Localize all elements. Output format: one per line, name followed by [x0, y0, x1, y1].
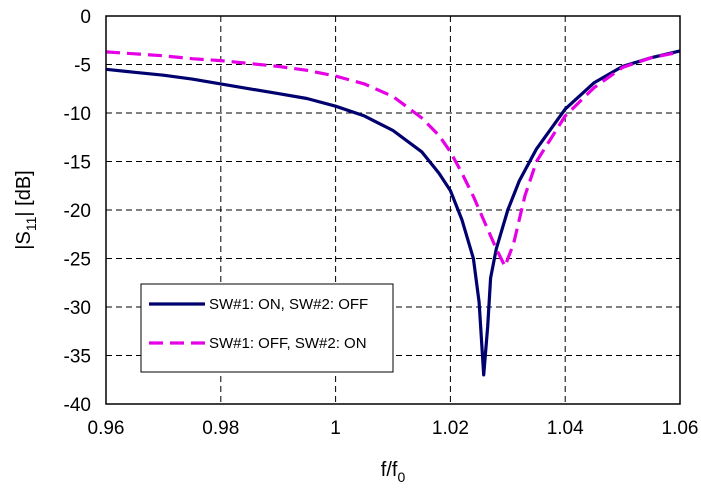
y-tick-label: -10 — [64, 104, 91, 125]
x-tick-label: 1.06 — [662, 418, 699, 439]
y-tick-label: -35 — [64, 347, 91, 368]
y-tick-label: -40 — [64, 395, 91, 416]
y-tick-label: -5 — [74, 56, 91, 77]
legend-label-sw2-on: SW#1: OFF, SW#2: ON — [209, 335, 367, 352]
x-tick-label: 1.02 — [432, 418, 469, 439]
y-tick-label: -25 — [64, 250, 91, 271]
x-tick-label: 0.98 — [202, 418, 239, 439]
legend: SW#1: ON, SW#2: OFF SW#1: OFF, SW#2: ON — [140, 283, 394, 373]
x-tick-label: 1 — [330, 418, 341, 439]
y-tick-label: -20 — [64, 201, 91, 222]
plot-frame — [105, 15, 681, 405]
legend-label-sw1-on: SW#1: ON, SW#2: OFF — [209, 296, 368, 313]
y-axis-label: |S11| [dB] — [13, 170, 39, 249]
x-tick-labels: 0.96 0.98 1 1.02 1.04 1.06 — [88, 418, 699, 439]
legend-box — [140, 283, 394, 373]
series-layer — [105, 49, 681, 377]
series-line-0 — [105, 49, 681, 377]
y-tick-label: 0 — [80, 7, 91, 28]
x-axis-label: f/f0 — [381, 459, 406, 485]
y-tick-label: -15 — [64, 153, 91, 174]
y-tick-label: -30 — [64, 298, 91, 319]
x-tick-label: 1.04 — [547, 418, 584, 439]
y-tick-labels: 0 -5 -10 -15 -20 -25 -30 -35 -40 — [64, 7, 91, 416]
x-tick-label: 0.96 — [88, 418, 125, 439]
